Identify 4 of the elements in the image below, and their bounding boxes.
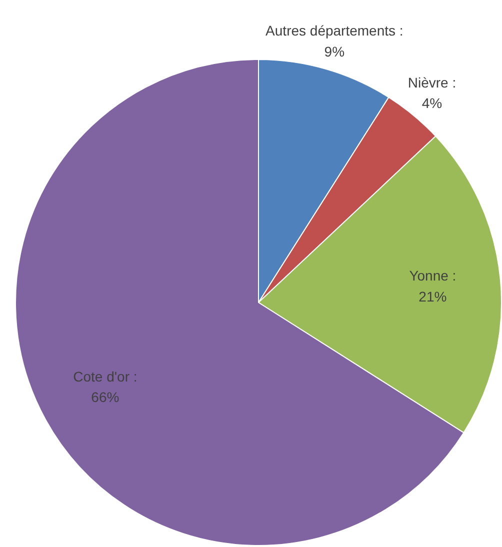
slice-label: Cote d'or : 66% [73, 368, 138, 406]
slice-label: Yonne : 21% [409, 268, 456, 304]
slice-label: Nièvre : 4% [408, 74, 456, 112]
slice-label: Autres départements : 9% [266, 22, 404, 60]
